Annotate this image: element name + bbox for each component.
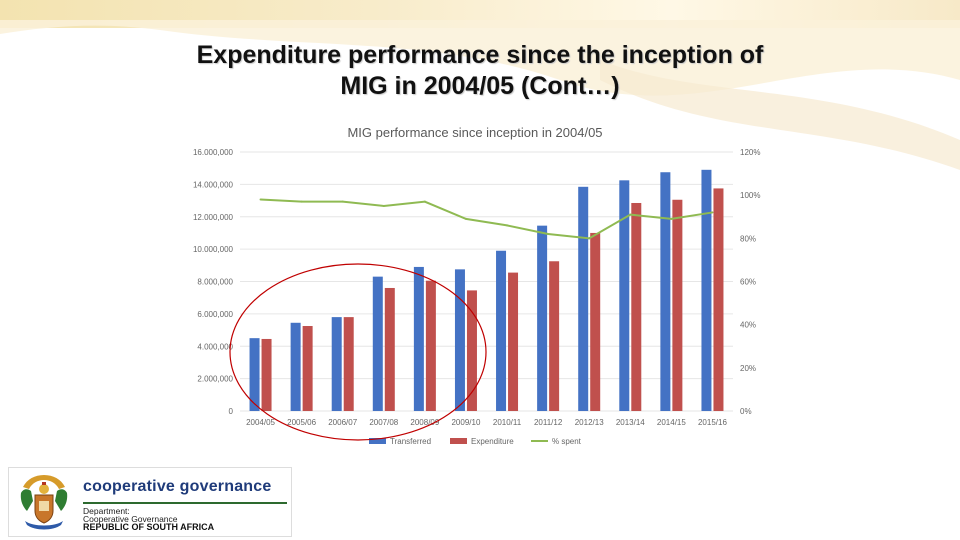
logo-title: cooperative governance (83, 478, 272, 495)
bar-expenditure (508, 272, 519, 411)
bar-expenditure (384, 287, 395, 411)
bar-transferred (496, 250, 507, 411)
point-pct-spent (506, 224, 509, 227)
bar-expenditure (261, 338, 272, 411)
point-pct-spent (670, 217, 673, 220)
y-left-tick-label: 8.000,000 (197, 278, 233, 287)
point-pct-spent (711, 211, 714, 214)
coat-of-arms-icon (20, 475, 68, 530)
x-tick-label: 2010/11 (493, 418, 522, 427)
bar-transferred (578, 186, 589, 411)
legend-label: Expenditure (471, 437, 514, 446)
bar-transferred (290, 322, 301, 411)
bar-expenditure (425, 280, 436, 411)
bar-expenditure (466, 290, 477, 411)
y-left-tick-label: 10.000,000 (193, 245, 234, 254)
chart-title: MIG performance since inception in 2004/… (347, 125, 602, 140)
x-tick-label: 2015/16 (698, 418, 727, 427)
x-tick-label: 2005/06 (287, 418, 316, 427)
y-left-tick-label: 0 (229, 407, 234, 416)
x-tick-label: 2009/10 (451, 418, 480, 427)
x-tick-label: 2014/15 (657, 418, 686, 427)
bar-transferred (537, 225, 548, 411)
y-right-tick-label: 120% (740, 148, 760, 157)
legend-label: Transferred (390, 437, 431, 446)
y-left-tick-label: 14.000,000 (193, 180, 234, 189)
y-right-tick-label: 20% (740, 364, 756, 373)
bar-expenditure (672, 199, 683, 411)
y-left-tick-label: 6.000,000 (197, 310, 233, 319)
logo-department-name: Cooperative Governance (83, 514, 178, 524)
bar-transferred (372, 276, 383, 411)
y-left-tick-label: 12.000,000 (193, 213, 234, 222)
bar-transferred (331, 317, 342, 411)
line-pct-spent (260, 198, 713, 240)
bar-transferred (660, 172, 671, 411)
y-right-tick-label: 100% (740, 191, 760, 200)
bar-expenditure (343, 317, 354, 411)
bar-expenditure (549, 261, 560, 411)
point-pct-spent (464, 217, 467, 220)
x-tick-label: 2004/05 (246, 418, 275, 427)
point-pct-spent (629, 213, 632, 216)
legend-swatch (369, 438, 386, 444)
point-pct-spent (259, 198, 262, 201)
logo-divider (83, 502, 287, 504)
bar-transferred (249, 338, 260, 411)
background-wave (0, 20, 960, 170)
bar-expenditure (302, 326, 313, 411)
slide-title-line2: MIG in 2004/05 (Cont…) (340, 72, 620, 100)
bar-transferred (701, 169, 712, 411)
y-left-tick-label: 4.000,000 (197, 342, 233, 351)
y-right-tick-label: 40% (740, 321, 756, 330)
legend-label: % spent (552, 437, 582, 446)
bar-transferred (454, 269, 465, 411)
logo-department-label: Department: (83, 506, 130, 516)
bar-expenditure (631, 202, 642, 411)
x-tick-label: 2013/14 (616, 418, 645, 427)
x-tick-label: 2007/08 (369, 418, 398, 427)
y-right-tick-label: 0% (740, 407, 752, 416)
point-pct-spent (382, 204, 385, 207)
x-tick-label: 2011/12 (534, 418, 563, 427)
bar-transferred (413, 266, 424, 411)
y-left-tick-label: 16.000,000 (193, 148, 234, 157)
y-right-tick-label: 80% (740, 234, 756, 243)
x-tick-label: 2006/07 (328, 418, 357, 427)
slide-title: Expenditure performance since the incept… (120, 40, 840, 102)
point-pct-spent (547, 233, 550, 236)
bar-expenditure (590, 232, 601, 411)
x-tick-label: 2012/13 (575, 418, 604, 427)
y-left-tick-label: 2.000,000 (197, 375, 233, 384)
legend-swatch (450, 438, 467, 444)
logo-country: REPUBLIC OF SOUTH AFRICA (83, 522, 215, 532)
y-right-tick-label: 60% (740, 278, 756, 287)
department-logo: cooperative governance Department: Coope… (8, 467, 292, 537)
point-pct-spent (341, 200, 344, 203)
point-pct-spent (588, 237, 591, 240)
bar-transferred (619, 180, 630, 411)
highlight-ellipse (229, 263, 487, 441)
x-tick-label: 2008/09 (410, 418, 439, 427)
slide-title-line1: Expenditure performance since the incept… (196, 41, 764, 69)
point-pct-spent (300, 200, 303, 203)
bar-expenditure (713, 188, 724, 411)
point-pct-spent (423, 200, 426, 203)
